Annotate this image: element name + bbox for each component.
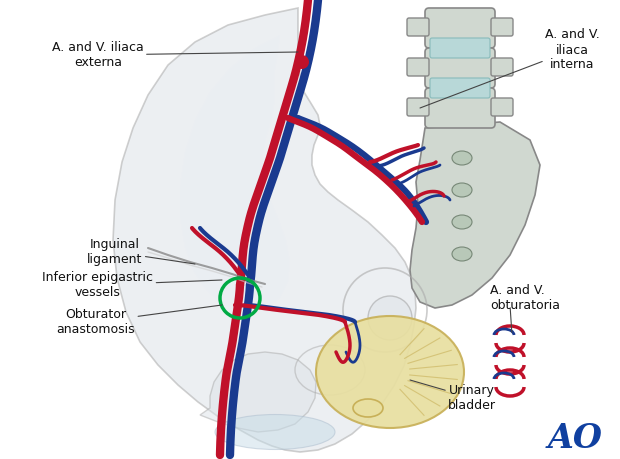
Ellipse shape xyxy=(452,183,472,197)
FancyBboxPatch shape xyxy=(425,48,495,88)
Text: Obturator
anastomosis: Obturator anastomosis xyxy=(56,305,222,336)
Text: A. and V. iliaca
externa: A. and V. iliaca externa xyxy=(52,41,298,69)
FancyBboxPatch shape xyxy=(407,18,429,36)
FancyBboxPatch shape xyxy=(407,98,429,116)
Polygon shape xyxy=(180,35,290,312)
Text: Urinary
bladder: Urinary bladder xyxy=(410,380,496,412)
Ellipse shape xyxy=(452,215,472,229)
Circle shape xyxy=(295,55,309,69)
FancyBboxPatch shape xyxy=(491,58,513,76)
FancyBboxPatch shape xyxy=(425,8,495,48)
FancyBboxPatch shape xyxy=(491,98,513,116)
Circle shape xyxy=(368,296,412,340)
FancyBboxPatch shape xyxy=(407,58,429,76)
FancyBboxPatch shape xyxy=(425,88,495,128)
Ellipse shape xyxy=(452,151,472,165)
Text: A. and V.
iliaca
interna: A. and V. iliaca interna xyxy=(420,28,600,108)
Ellipse shape xyxy=(316,316,464,428)
Text: Inferior epigastric
vessels: Inferior epigastric vessels xyxy=(43,271,222,299)
Ellipse shape xyxy=(215,414,335,449)
FancyBboxPatch shape xyxy=(491,18,513,36)
Polygon shape xyxy=(200,352,316,432)
Polygon shape xyxy=(113,8,416,452)
Polygon shape xyxy=(410,122,540,308)
Text: A. and V.
obturatoria: A. and V. obturatoria xyxy=(490,284,560,312)
Ellipse shape xyxy=(353,399,383,417)
Text: AO: AO xyxy=(547,421,603,454)
FancyBboxPatch shape xyxy=(430,38,490,58)
Text: Inguinal
ligament: Inguinal ligament xyxy=(87,238,195,266)
Ellipse shape xyxy=(452,247,472,261)
FancyBboxPatch shape xyxy=(430,78,490,98)
